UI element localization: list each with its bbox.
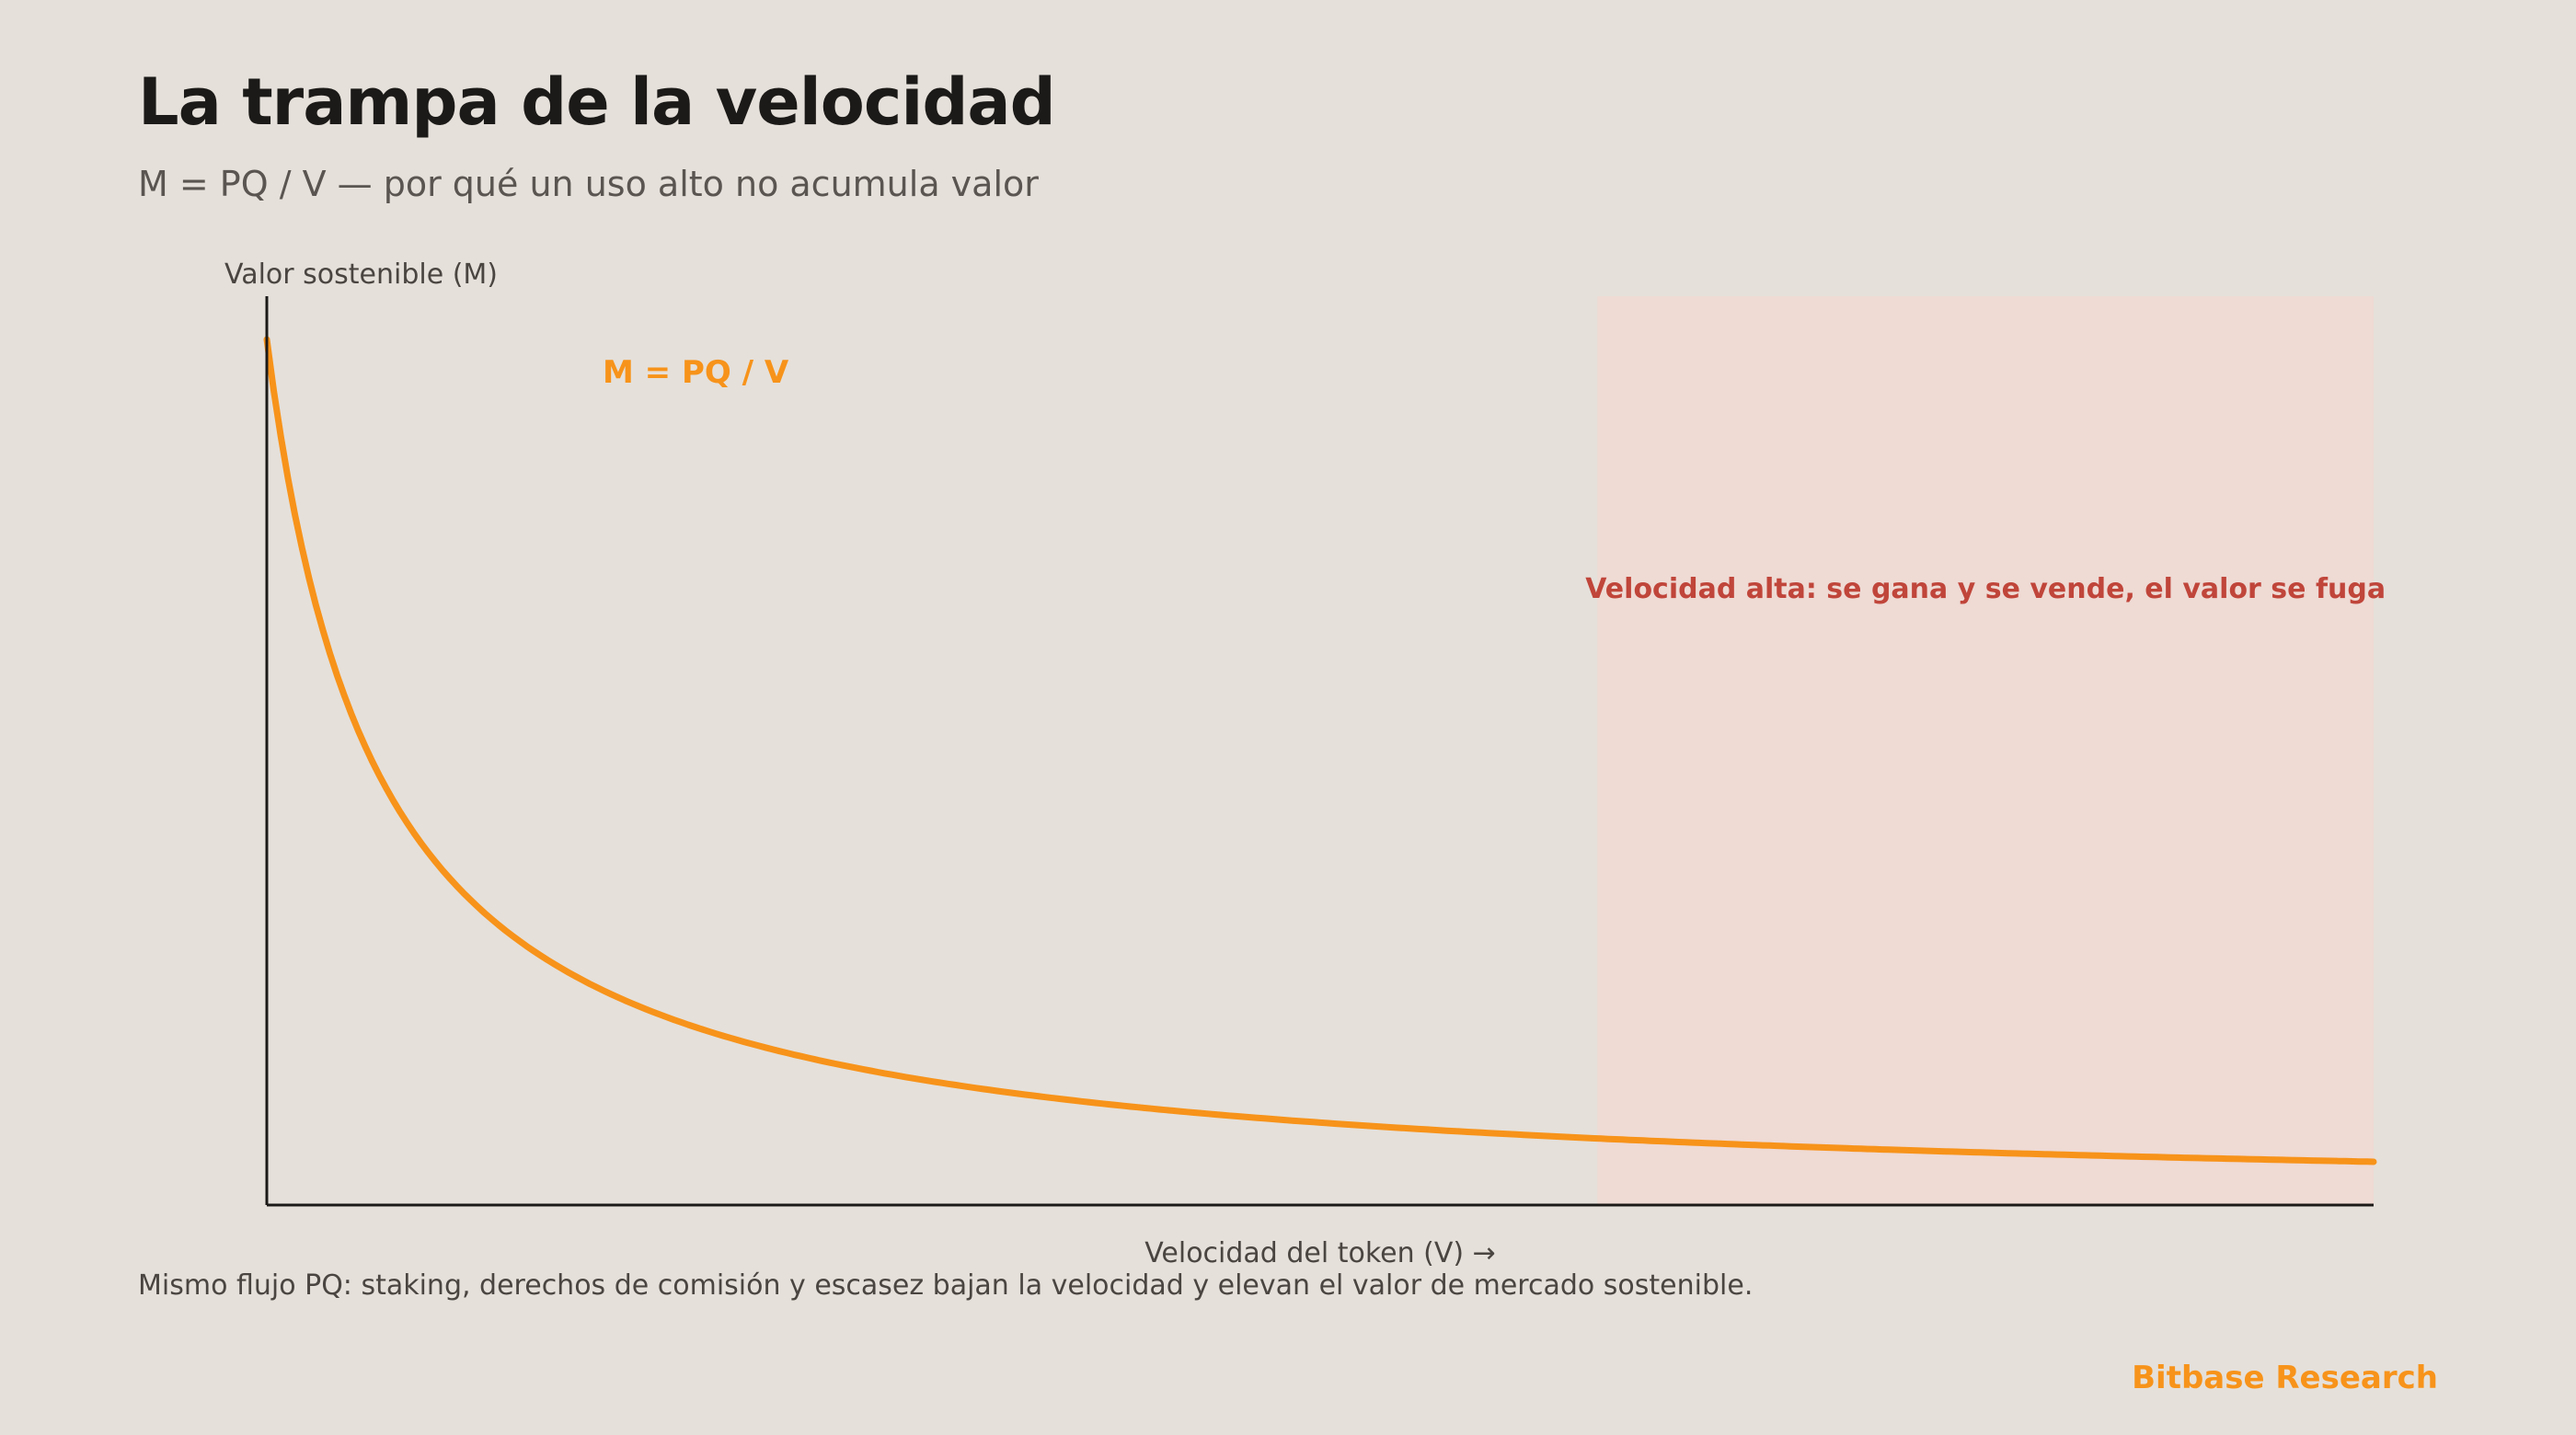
footnote: Mismo flujo PQ: staking, derechos de com… <box>138 1269 1754 1302</box>
x-axis-label: Velocidad del token (V) → <box>1144 1237 1496 1269</box>
velocity-curve-line <box>263 336 2377 1165</box>
high-velocity-zone-label: Velocidad alta: se gana y se vende, el v… <box>1585 573 2386 605</box>
high-velocity-zone <box>1597 296 2374 1205</box>
page-title: La trampa de la velocidad <box>138 64 1056 140</box>
brand-label: Bitbase Research <box>2132 1360 2438 1396</box>
series-label: M = PQ / V <box>603 354 789 391</box>
y-axis-label: Valor sostenible (M) <box>224 258 498 291</box>
page-subtitle: M = PQ / V — por qué un uso alto no acum… <box>138 164 1039 204</box>
